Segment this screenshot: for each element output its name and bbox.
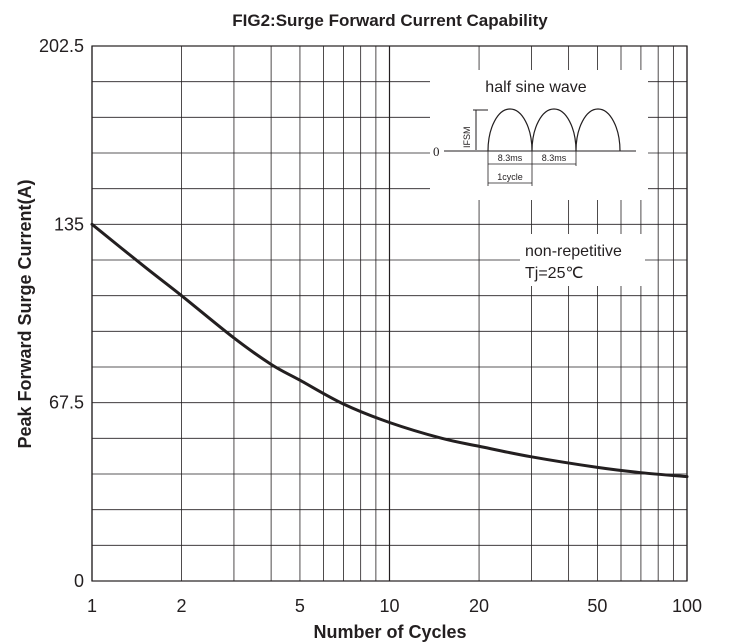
- x-tick-label: 1: [87, 596, 97, 616]
- x-tick-label: 100: [672, 596, 702, 616]
- condition-note-line2: Tj=25℃: [525, 265, 583, 282]
- period-a-label: 8.3ms: [498, 153, 523, 163]
- y-tick-label: 135: [54, 214, 84, 234]
- condition-note: non-repetitive Tj=25℃: [520, 234, 645, 286]
- waveform-title: half sine wave: [485, 79, 586, 96]
- condition-note-line1: non-repetitive: [525, 243, 622, 260]
- period-b-label: 8.3ms: [542, 153, 567, 163]
- x-tick-label: 10: [379, 596, 399, 616]
- waveform-zero-label: 0: [433, 144, 440, 159]
- surge-current-curve: [90, 222, 689, 479]
- chart-title: FIG2:Surge Forward Current Capability: [232, 11, 548, 30]
- half-sine-wave: [487, 108, 621, 152]
- ifsm-label: IFSM: [462, 127, 472, 149]
- y-tick-label: 202.5: [39, 36, 84, 56]
- tick-labels: 1 2 5 10 20 50 100 0 67.5 135 202.5: [39, 36, 702, 616]
- plot-frame: [91, 45, 688, 582]
- x-tick-label: 5: [295, 596, 305, 616]
- series-layer: [90, 222, 689, 479]
- waveform-inset: half sine wave 0 IFSM 8.3ms 8.3ms 1cycle: [430, 70, 648, 200]
- x-tick-label: 20: [469, 596, 489, 616]
- y-tick-label: 67.5: [49, 393, 84, 413]
- y-axis-label: Peak Forward Surge Current(A): [15, 179, 35, 448]
- y-tick-label: 0: [74, 571, 84, 591]
- x-tick-label: 50: [587, 596, 607, 616]
- waveform-inset-background: [430, 70, 648, 200]
- cycle-label: 1cycle: [497, 172, 523, 182]
- x-tick-label: 2: [177, 596, 187, 616]
- condition-note-background: [520, 234, 645, 286]
- x-axis-label: Number of Cycles: [313, 622, 466, 642]
